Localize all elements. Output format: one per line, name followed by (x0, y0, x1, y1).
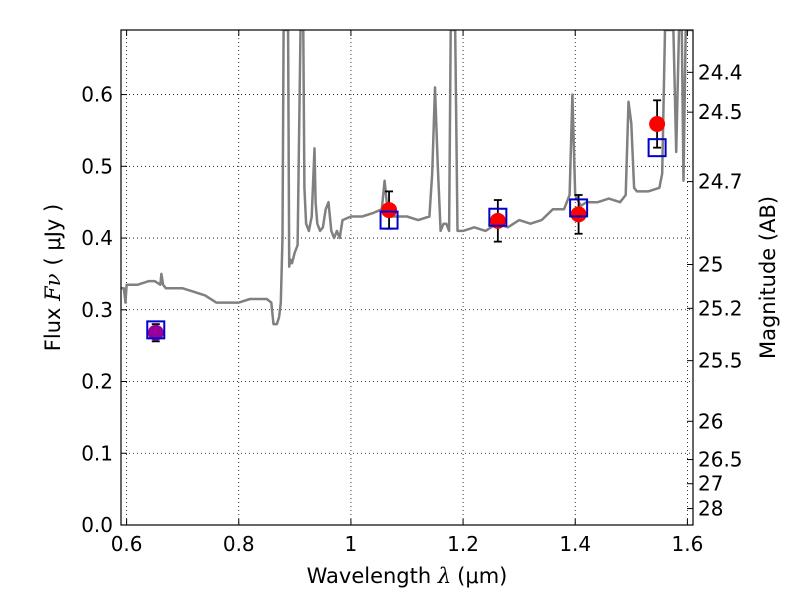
magnitude-tick-label: 28 (698, 497, 723, 521)
grid-lines (121, 30, 693, 525)
axis-ticks (121, 30, 693, 526)
y-axis-label: Flux Fν( μJy ) (41, 204, 65, 351)
observed-point (570, 206, 587, 223)
x-tick-label: 1.6 (671, 532, 703, 556)
magnitude-tick-label: 25 (698, 253, 723, 277)
spectrum-line (121, 30, 693, 326)
model-point (647, 138, 667, 158)
observed-point (147, 324, 164, 341)
magnitude-tick-label: 26 (698, 409, 723, 433)
model-point (379, 210, 399, 230)
x-tick-label: 0.6 (111, 532, 143, 556)
x-tick-label: 1.4 (559, 532, 591, 556)
plot-frame (120, 29, 694, 526)
x-tick-label: 1.2 (447, 532, 479, 556)
model-point (146, 320, 166, 340)
y-tick-label: 0.2 (81, 370, 113, 394)
axis-labels: 0.6 0.8 1 1.2 1.4 1.6 0.0 0.1 0.2 0.3 0.4 0.5 0.6 24.… (41, 60, 780, 588)
y-tick-label: 0.1 (81, 441, 113, 465)
magnitude-tick-label: 24.7 (698, 170, 743, 194)
model-point (569, 198, 589, 218)
magnitude-axis-label: Magnitude (AB) (756, 196, 780, 359)
magnitude-tick-label: 24.4 (698, 60, 743, 84)
y-tick-label: 0.0 (81, 513, 113, 537)
y-tick-label: 0.5 (81, 154, 113, 178)
magnitude-tick-label: 25.2 (698, 296, 743, 320)
magnitude-tick-label: 24.5 (698, 100, 743, 124)
y-tick-label: 0.3 (81, 298, 113, 322)
y-tick-label: 0.6 (81, 83, 113, 107)
x-tick-label: 1 (345, 532, 358, 556)
observed-point (649, 115, 666, 132)
magnitude-tick-label: 25.5 (698, 349, 743, 373)
plot-data (121, 30, 693, 343)
y-tick-label: 0.4 (81, 226, 113, 250)
magnitude-tick-label: 26.5 (698, 448, 743, 472)
magnitude-tick-label: 27 (698, 472, 723, 496)
x-axis-label: Wavelength λ (μm) (307, 564, 508, 588)
observed-point (381, 202, 398, 219)
x-tick-label: 0.8 (223, 532, 255, 556)
series-layer (121, 30, 693, 343)
model-point (488, 207, 508, 227)
